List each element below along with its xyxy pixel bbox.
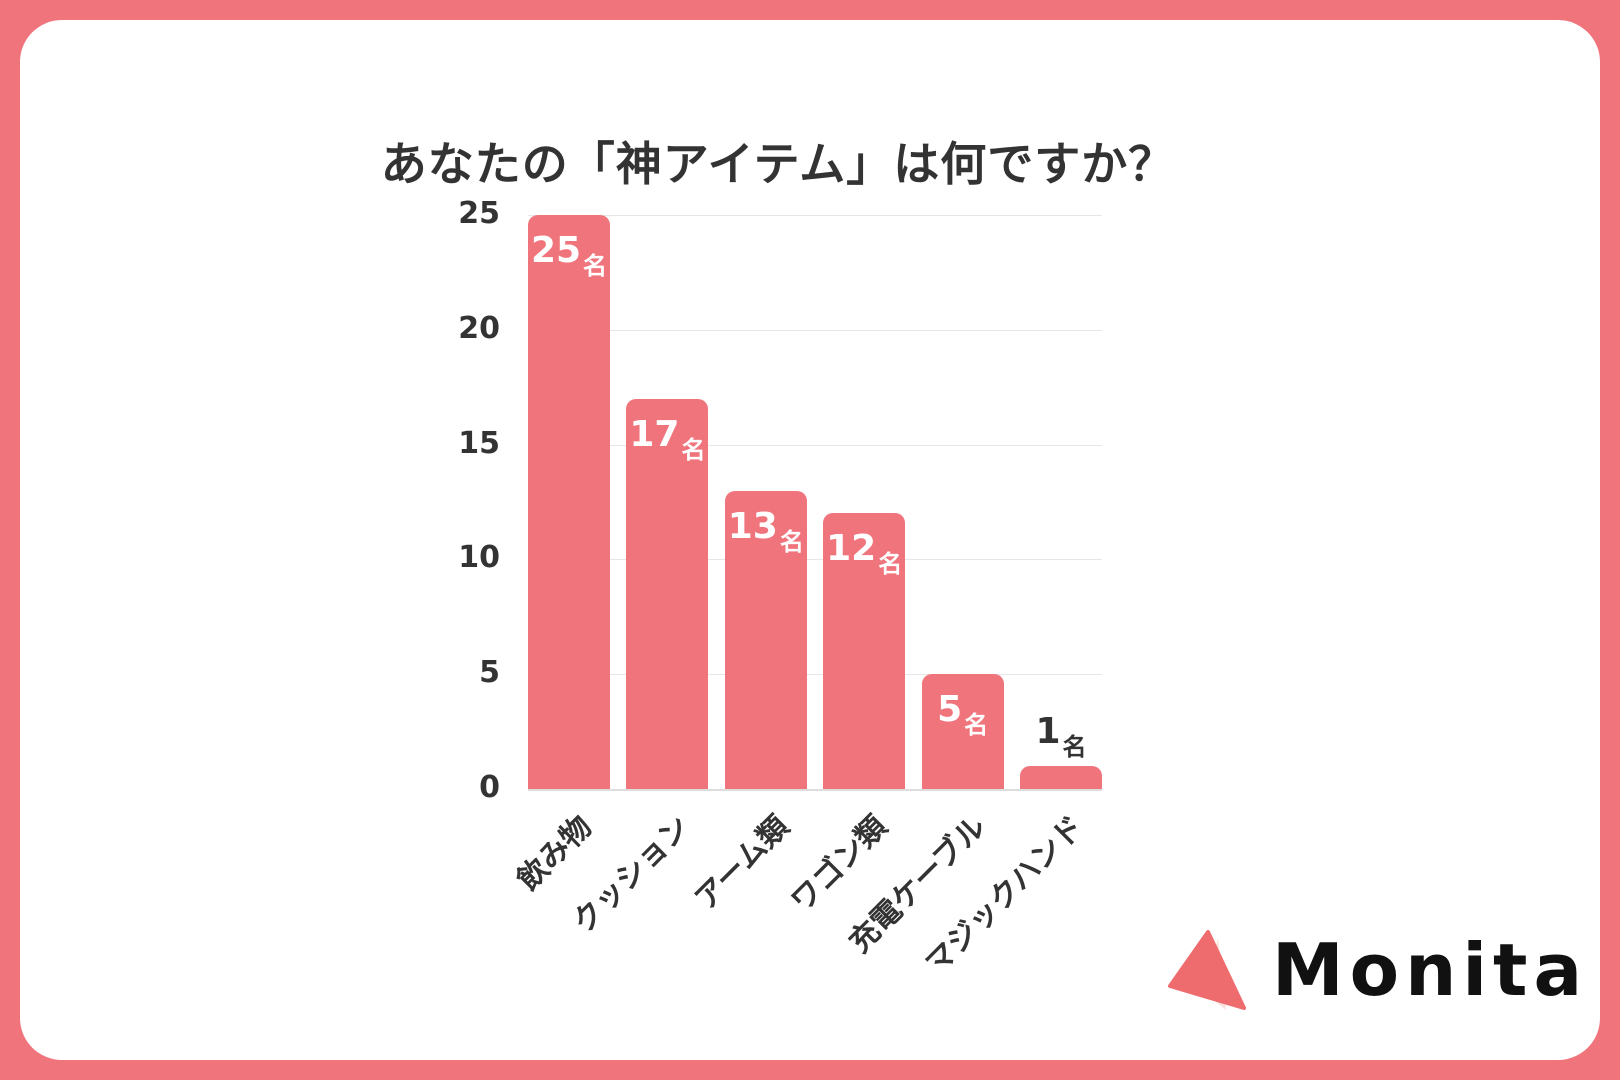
bar xyxy=(1020,766,1102,789)
bar xyxy=(921,674,1004,789)
y-tick-label: 0 xyxy=(479,770,500,805)
bar xyxy=(823,513,906,789)
x-category-label: アーム類 xyxy=(688,809,796,917)
bar-value: 1 xyxy=(1035,711,1061,753)
x-category-label: マジックハンド xyxy=(918,809,1092,982)
bar-value-label: 13名 xyxy=(725,505,807,554)
gridline xyxy=(528,674,1102,676)
bar xyxy=(626,398,709,789)
chart-title: あなたの「神アイテム」は何ですか？ xyxy=(380,137,1176,191)
gridline xyxy=(528,329,1102,331)
logo-text: Monita xyxy=(1272,928,1589,1012)
y-tick-label: 20 xyxy=(458,310,500,346)
gridline xyxy=(528,559,1102,561)
bar xyxy=(724,490,807,789)
bar-value-label: 17名 xyxy=(626,413,708,462)
bar-value: 5 xyxy=(937,689,963,731)
bar-unit: 名 xyxy=(583,252,608,280)
y-tick-label: 15 xyxy=(458,425,500,461)
bar-value-label: 5名 xyxy=(922,689,1004,738)
bar-unit: 名 xyxy=(964,711,989,740)
y-tick-label: 25 xyxy=(458,196,500,231)
bar-value: 17 xyxy=(629,413,680,455)
bar-value: 13 xyxy=(727,505,778,547)
bar-value-label: 25名 xyxy=(528,230,610,279)
bar-value-label: 12名 xyxy=(823,528,905,577)
gridline xyxy=(528,444,1102,446)
bar-unit: 名 xyxy=(779,527,804,556)
bar-unit: 名 xyxy=(1062,733,1087,762)
bar-value-label: 1名 xyxy=(1020,711,1102,760)
bar xyxy=(528,215,610,789)
x-axis-baseline xyxy=(528,789,1102,791)
gridline xyxy=(528,215,1102,216)
bar-value: 12 xyxy=(826,528,877,570)
y-tick-label: 10 xyxy=(458,540,500,576)
y-tick-label: 5 xyxy=(479,655,500,691)
triangle-logo-icon xyxy=(1168,930,1246,1010)
bar-unit: 名 xyxy=(878,550,903,579)
bar-value: 25 xyxy=(530,230,582,271)
bar-unit: 名 xyxy=(681,435,706,464)
chart-card: あなたの「神アイテム」は何ですか？ xyxy=(20,20,1600,1060)
x-category-label: クッション xyxy=(566,809,698,941)
